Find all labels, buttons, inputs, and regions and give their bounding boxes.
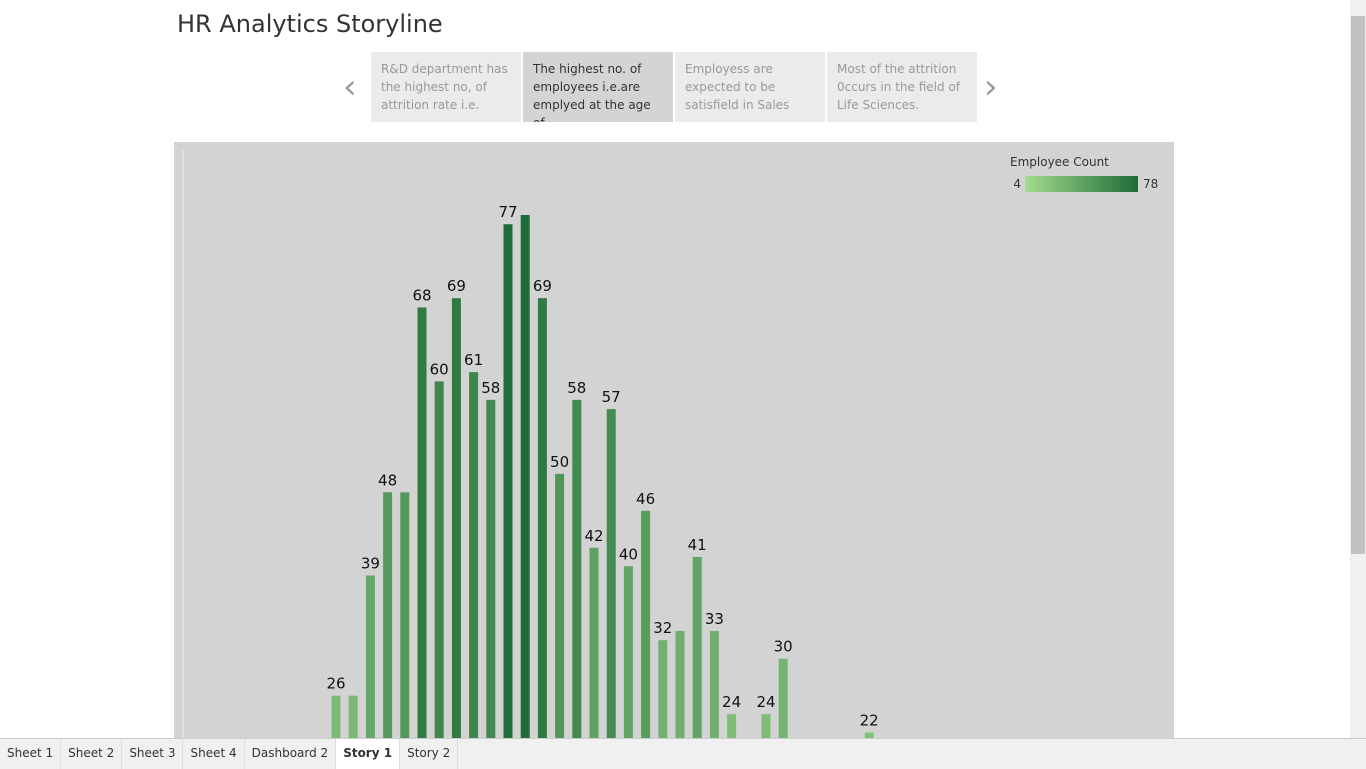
bar: [451, 298, 461, 738]
data-label: 61: [464, 351, 483, 369]
bar: [572, 399, 582, 738]
plot-bg: [174, 142, 1174, 738]
bar: [864, 732, 874, 738]
data-label: 24: [756, 693, 775, 711]
data-label: 40: [619, 545, 638, 563]
legend-ramp: [1025, 176, 1138, 192]
bar: [555, 473, 565, 738]
story-title: HR Analytics Storyline: [177, 10, 443, 38]
story-point[interactable]: R&D department has the highest no, of at…: [371, 52, 521, 122]
bar: [503, 224, 513, 738]
bar: [692, 557, 702, 738]
data-label: 58: [481, 379, 500, 397]
data-label: 50: [550, 453, 569, 471]
data-label: 32: [653, 619, 672, 637]
bar: [348, 695, 358, 738]
sheet-tab[interactable]: Dashboard 2: [245, 739, 337, 769]
bar: [537, 298, 547, 738]
data-label: 68: [412, 286, 431, 304]
scroll-thumb[interactable]: [1351, 16, 1365, 554]
data-label: 77: [498, 203, 517, 221]
sheet-tab[interactable]: Story 2: [400, 739, 459, 769]
sheet-tab[interactable]: Sheet 2: [61, 739, 123, 769]
sheet-tab[interactable]: Story 1: [336, 739, 401, 769]
story-point[interactable]: Employess are expected to be satisfield …: [675, 52, 825, 122]
bar: [709, 630, 719, 738]
bar: [761, 714, 771, 738]
data-label: 39: [361, 555, 380, 573]
bar: [606, 409, 616, 738]
chart: Employee Count 4 78 26 39 48 68 60 69 61 58 77 69…: [174, 142, 1174, 738]
bar: [727, 714, 737, 738]
bar: [383, 492, 393, 738]
data-label: 24: [722, 693, 741, 711]
data-label: 57: [602, 388, 621, 406]
bar: [675, 630, 685, 738]
data-label: 58: [567, 379, 586, 397]
bar: [486, 399, 496, 738]
bar: [778, 658, 788, 738]
sheet-tab[interactable]: Sheet 1: [0, 739, 62, 769]
data-label: 26: [326, 675, 345, 693]
data-label: 69: [447, 277, 466, 295]
data-label: 22: [860, 712, 879, 730]
data-label: 48: [378, 471, 397, 489]
prev-arrow[interactable]: ‹: [343, 67, 357, 107]
bar: [469, 372, 479, 738]
data-label: 69: [533, 277, 552, 295]
data-label: 60: [430, 360, 449, 378]
story-points: R&D department has the highest no, of at…: [371, 52, 977, 122]
legend-min: 4: [1013, 177, 1021, 191]
data-label: 46: [636, 490, 655, 508]
bar: [331, 695, 341, 738]
legend-title: Employee Count: [1010, 155, 1109, 169]
story-point[interactable]: Most of the attrition 0ccurs in the fiel…: [827, 52, 977, 122]
bar: [658, 640, 668, 738]
bar: [641, 510, 651, 738]
bar: [589, 547, 599, 738]
story-point[interactable]: The highest no. of employees i.e.are emp…: [523, 52, 673, 122]
bar: [623, 566, 633, 738]
data-label: 33: [705, 610, 724, 628]
data-label: 42: [584, 527, 603, 545]
bar: [520, 215, 530, 738]
next-arrow[interactable]: ›: [984, 67, 998, 107]
sheet-tab[interactable]: Sheet 3: [122, 739, 184, 769]
sheet-tab[interactable]: Sheet 4: [183, 739, 245, 769]
data-label: 30: [774, 638, 793, 656]
data-label: 41: [688, 536, 707, 554]
bar: [400, 492, 410, 738]
bar: [417, 307, 427, 738]
bar: [365, 575, 375, 738]
bar: [434, 381, 444, 738]
legend-max: 78: [1143, 177, 1158, 191]
